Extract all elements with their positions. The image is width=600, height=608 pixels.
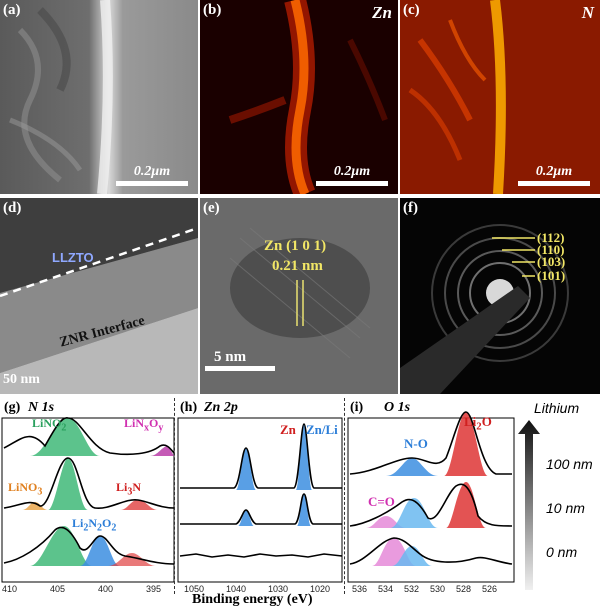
panel-b-label: (b) — [203, 2, 222, 18]
depth-legend: Lithium 100 nm 10 nm 0 nm — [518, 398, 600, 594]
tick: 530 — [430, 584, 446, 594]
species-zn-li: Zn/Li — [306, 422, 338, 437]
panel-h-label: (h) — [180, 400, 198, 415]
n-eds-map — [400, 0, 600, 194]
tick: 1050 — [184, 584, 205, 594]
panel-e-label: (e) — [203, 200, 220, 216]
zn-eds-map — [200, 0, 398, 194]
panel-f-label: (f) — [403, 200, 418, 216]
panel-b-element: Zn — [372, 3, 392, 22]
tick: 534 — [378, 584, 394, 594]
panel-a-label: (a) — [3, 2, 21, 18]
tick: 1020 — [310, 584, 331, 594]
species-lino3: LiNO3 — [8, 480, 43, 498]
scale-bar — [518, 181, 590, 186]
species-li2n2o2: Li2N2O2 — [72, 516, 117, 534]
panel-e-scale-text: 5 nm — [214, 349, 247, 365]
n1s-spectra — [1, 417, 175, 583]
depth-legend-title: Lithium — [534, 400, 580, 416]
tick: 526 — [482, 584, 498, 594]
x-axis-label: Binding energy (eV) — [192, 592, 313, 607]
panel-c-element: N — [581, 3, 594, 22]
species-zn: Zn — [280, 422, 296, 437]
panel-g-core: N 1s — [28, 400, 55, 415]
ring-label-110: (110) — [537, 242, 565, 257]
tick: 532 — [404, 584, 420, 594]
species-lino2: LiNO2 — [32, 416, 67, 434]
scale-bar — [316, 181, 388, 186]
tick: 405 — [50, 584, 66, 594]
tick: 1040 — [226, 584, 247, 594]
panel-d-label: (d) — [3, 200, 22, 216]
panel-d-tem-interface: (d) LLZTO ZNR Interface 50 nm — [0, 198, 198, 394]
depth-arrow — [518, 420, 540, 590]
species-li2o: Li2O — [464, 414, 492, 433]
panel-d-scalebar: 50 nm — [3, 372, 40, 388]
depth-level-10nm: 10 nm — [546, 500, 585, 516]
panel-e-hrtem: (e) Zn (1 0 1) 0.21 nm 5 nm — [200, 198, 398, 394]
llzto-label: LLZTO — [52, 250, 94, 265]
ring-label-101: (101) — [537, 268, 566, 283]
panel-a-scalebar: 0.2μm — [116, 164, 188, 186]
panel-f-saed: (f) (112) (110) (103) (101) — [400, 198, 600, 394]
panel-a-sem-image: (a) 0.2μm — [0, 0, 198, 194]
ring-label-112: (112) — [537, 230, 565, 245]
species-c-o: C=O — [368, 494, 395, 509]
tick: 528 — [456, 584, 472, 594]
hrtem-image — [200, 198, 398, 394]
panel-h-core: Zn 2p — [204, 400, 238, 415]
ring-label-103: (103) — [537, 254, 566, 269]
panel-b-scale-text: 0.2μm — [333, 164, 371, 179]
panel-divider — [174, 398, 175, 594]
xps-panel-o1s: (i) O 1s Li2O N-O C=O 536 534 532 530 52… — [346, 398, 516, 608]
panel-c-scale-text: 0.2μm — [535, 164, 573, 179]
sem-micrograph — [0, 0, 198, 194]
saed-pattern — [400, 198, 600, 394]
xps-panel-n1s: (g) N 1s LiNO2 LiNxOy LiNO3 Li3N Li2N2O2… — [0, 398, 176, 608]
panel-c-scalebar: 0.2μm — [518, 164, 590, 186]
tick: 400 — [98, 584, 114, 594]
tick: 410 — [2, 584, 18, 594]
tick: 536 — [352, 584, 368, 594]
scale-bar — [116, 181, 188, 186]
panel-divider — [344, 398, 345, 594]
panel-i-label: (i) — [350, 400, 364, 415]
species-n-o: N-O — [404, 436, 428, 451]
panel-c-label: (c) — [403, 2, 420, 18]
species-li3n: Li3N — [116, 480, 142, 498]
o1s-spectra — [347, 411, 515, 583]
panel-d-scale-text: 50 nm — [3, 372, 40, 387]
depth-level-100nm: 100 nm — [546, 456, 593, 472]
zn2p-spectra — [177, 417, 343, 583]
panel-b-scalebar: 0.2μm — [316, 164, 388, 186]
panel-i-core: O 1s — [384, 400, 411, 415]
depth-level-0nm: 0 nm — [546, 544, 578, 560]
species-linxoy: LiNxOy — [124, 416, 164, 434]
panel-b-zn-map: (b) Zn 0.2μm — [200, 0, 398, 194]
xps-panel-zn2p: (h) Zn 2p Zn Zn/Li 1050 1040 1030 1020 B… — [176, 398, 344, 608]
tick: 395 — [146, 584, 162, 594]
tem-image — [0, 198, 198, 394]
zn-plane-label: Zn (1 0 1) — [264, 238, 327, 254]
panel-g-label: (g) — [4, 400, 21, 415]
tick: 1030 — [268, 584, 289, 594]
d-spacing-label: 0.21 nm — [272, 258, 323, 274]
panel-c-n-map: (c) N 0.2μm — [400, 0, 600, 194]
panel-a-scale-text: 0.2μm — [133, 164, 171, 179]
